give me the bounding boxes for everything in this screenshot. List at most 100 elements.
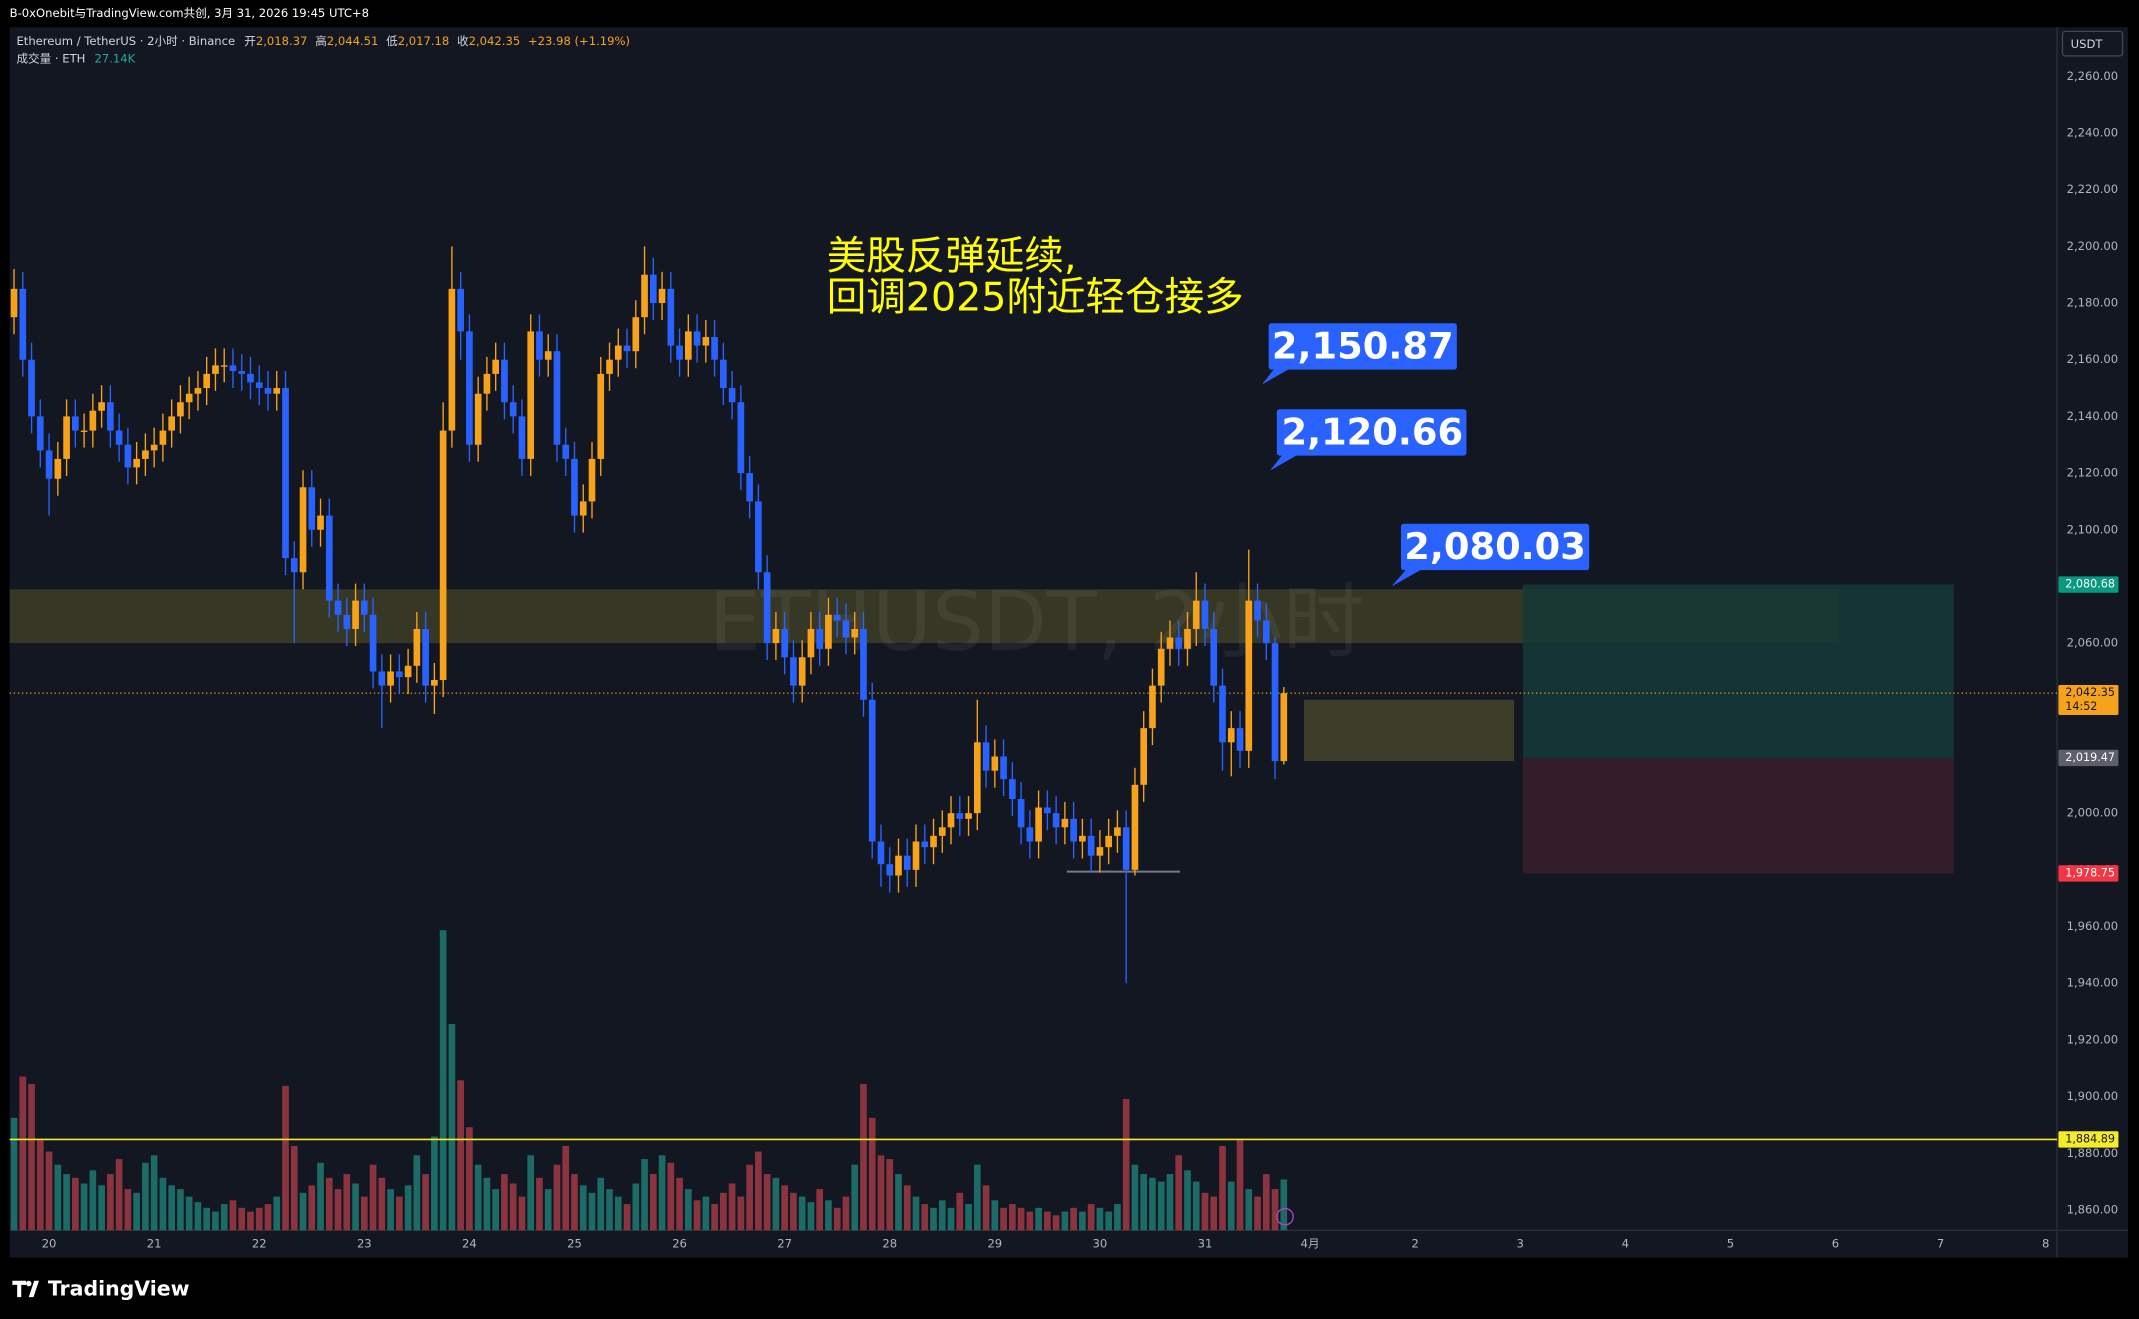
- volume-bar: [868, 1117, 876, 1231]
- x-tick-label: 24: [462, 1236, 477, 1250]
- candle-body: [763, 572, 771, 644]
- volume-bar: [150, 1155, 158, 1231]
- legend-change: +23.98 (+1.19%): [528, 33, 630, 47]
- candle-body: [623, 345, 631, 352]
- candle-body: [72, 416, 79, 431]
- candle-body: [1114, 827, 1121, 836]
- y-tick-label: 1,960.00: [2067, 919, 2119, 933]
- volume-bar: [571, 1174, 578, 1231]
- callout-text: 2,150.87: [1272, 324, 1454, 367]
- candle-body: [212, 365, 219, 374]
- candle-body: [1271, 643, 1279, 762]
- volume-bar: [325, 1177, 333, 1231]
- candle-body: [973, 742, 981, 814]
- candle-body: [98, 402, 105, 411]
- candle-body: [965, 813, 972, 819]
- candle-body: [19, 288, 27, 360]
- volume-bar: [1105, 1211, 1112, 1231]
- volume-bar: [816, 1189, 824, 1231]
- volume-bar: [1149, 1177, 1156, 1231]
- callout: 2,080.03: [1391, 523, 1590, 587]
- volume-bar: [825, 1200, 832, 1231]
- candle-body: [325, 515, 333, 601]
- volume-bar: [212, 1211, 219, 1231]
- zones: [9, 584, 1954, 874]
- candle-body: [308, 487, 316, 530]
- volume-bar: [334, 1189, 342, 1231]
- volume-bar: [1009, 1204, 1016, 1231]
- volume-bar: [877, 1155, 885, 1231]
- volume-bar: [614, 1196, 622, 1231]
- candle-body: [825, 614, 832, 649]
- legend-label: 开: [244, 33, 256, 47]
- candle-body: [1061, 818, 1069, 828]
- candle-body: [536, 331, 543, 360]
- volume-bar: [641, 1159, 648, 1231]
- volume-bar: [308, 1185, 316, 1231]
- candle-body: [238, 371, 246, 374]
- candle-body: [746, 473, 753, 502]
- x-tick-label: 23: [357, 1236, 372, 1250]
- logo-text: TradingView: [48, 1277, 190, 1301]
- candle-body: [1210, 628, 1218, 686]
- volume-bar: [903, 1185, 911, 1231]
- legend-value: 2,044.51: [327, 33, 379, 47]
- volume-value: 27.14K: [95, 51, 136, 65]
- y-tick-label: 2,060.00: [2067, 636, 2119, 650]
- candle-body: [781, 628, 788, 658]
- volume-bar: [457, 1080, 464, 1231]
- volume-bar: [921, 1204, 929, 1231]
- candle-body: [168, 416, 175, 431]
- y-tick-label: 2,140.00: [2067, 409, 2119, 423]
- volume-bar: [1140, 1174, 1148, 1231]
- volume-bar: [1087, 1204, 1095, 1231]
- volume-name: 成交量 · ETH: [16, 51, 85, 65]
- y-tick-label: 1,940.00: [2067, 976, 2119, 990]
- price-label: 2,019.47: [2065, 751, 2115, 764]
- axes: 1,860.00 1,880.00 1,900.00 1,920.00 1,940.00…: [42, 69, 2119, 1250]
- candle-body: [938, 827, 946, 836]
- candle-body: [343, 614, 351, 629]
- candle-body: [1227, 728, 1235, 743]
- candle-body: [833, 614, 841, 621]
- candle-body: [1149, 685, 1156, 729]
- volume-bar: [755, 1151, 762, 1231]
- volume-bar: [588, 1192, 596, 1231]
- candle-body: [737, 402, 745, 474]
- volume-bar: [352, 1183, 359, 1231]
- volume-bar: [1079, 1211, 1086, 1231]
- candle-body: [851, 628, 859, 638]
- x-tick-label: 21: [147, 1236, 162, 1250]
- candle-body: [527, 331, 535, 459]
- currency: USDT: [2071, 37, 2104, 51]
- candle-body: [317, 515, 324, 530]
- y-tick-label: 2,260.00: [2067, 69, 2119, 83]
- volume-bar: [886, 1159, 894, 1231]
- candle-body: [124, 444, 132, 468]
- candle-body: [632, 317, 640, 352]
- event-icon[interactable]: [1276, 1207, 1294, 1226]
- x-tick-label: 3: [1517, 1236, 1524, 1250]
- volume-bar: [518, 1196, 526, 1231]
- volume-bar: [1280, 1179, 1288, 1231]
- candle-body: [518, 416, 526, 459]
- legend-symbol: Ethereum / TetherUS · 2小时 · Binance: [16, 33, 235, 47]
- note: 回调2025附近轻仓接多: [827, 275, 1244, 321]
- volume-bar: [527, 1155, 535, 1231]
- header-title: B-0xOnebit与TradingView.com共创, 3月 31, 202…: [10, 6, 369, 20]
- volume-bar: [965, 1204, 972, 1231]
- volume-bar: [247, 1211, 254, 1231]
- y-tick-label: 1,900.00: [2067, 1089, 2119, 1103]
- candle-body: [194, 388, 202, 394]
- volume-bar: [938, 1200, 946, 1231]
- candle-body: [860, 628, 867, 700]
- price-label: 2,080.68: [2065, 578, 2115, 591]
- candle-body: [658, 288, 666, 304]
- volume-bar: [290, 1145, 298, 1231]
- candle-body: [1131, 784, 1139, 870]
- volume-bar: [439, 930, 447, 1231]
- candle-body: [1105, 835, 1112, 848]
- callout-tail: [1270, 451, 1299, 471]
- volume-bar: [142, 1162, 149, 1231]
